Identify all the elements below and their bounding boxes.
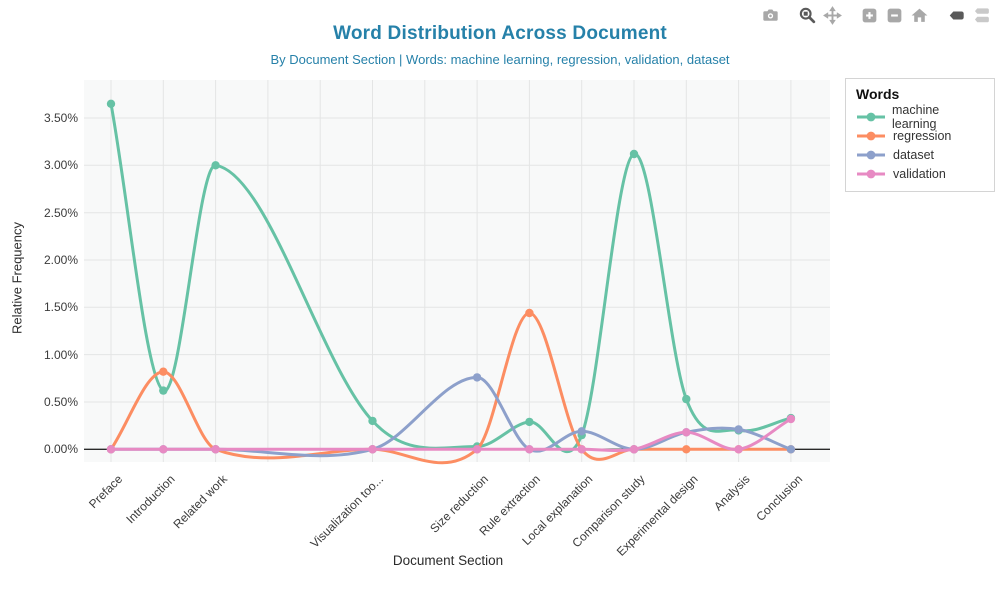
data-point: [368, 445, 377, 454]
y-tick-label: 3.50%: [43, 111, 78, 125]
legend-item-dataset[interactable]: dataset: [856, 145, 984, 164]
data-point: [786, 445, 796, 454]
x-tick-label: Conclusion: [752, 472, 805, 524]
y-tick-label: 3.00%: [43, 158, 78, 173]
legend-item-regression[interactable]: regression: [856, 126, 984, 145]
y-tick-label: 0.00%: [43, 442, 78, 457]
legend-label: machine learning: [892, 102, 940, 131]
data-point: [577, 427, 586, 436]
x-tick-label: Related work: [170, 472, 230, 532]
series-line-validation: [109, 417, 793, 453]
data-point: [211, 161, 220, 170]
data-point: [629, 445, 639, 454]
data-point: [106, 99, 116, 108]
y-tick-label: 0.50%: [43, 394, 78, 409]
legend-title: Words: [856, 86, 900, 102]
data-point: [106, 445, 116, 454]
data-point: [734, 425, 743, 434]
y-axis-title: Relative Frequency: [9, 222, 25, 334]
x-tick-label: Visualization too...: [307, 472, 387, 551]
data-point: [682, 445, 691, 454]
data-point: [629, 149, 639, 159]
data-point: [786, 414, 796, 424]
chart-subtitle: By Document Section | Words: machine lea…: [270, 52, 730, 67]
y-tick-label: 2.50%: [43, 205, 78, 220]
legend-item-machine-learning[interactable]: machine learning: [856, 103, 984, 131]
data-point: [525, 445, 534, 454]
x-tick-label: Introduction: [122, 472, 178, 527]
data-point: [159, 386, 168, 395]
pan-icon[interactable]: [820, 4, 845, 26]
legend-swatch-icon: [857, 112, 885, 121]
hover-compare-icon[interactable]: [969, 4, 994, 26]
zoom-icon[interactable]: [795, 4, 820, 26]
legend-swatch-icon: [857, 131, 885, 140]
data-point: [682, 394, 691, 404]
data-point: [159, 445, 168, 454]
x-axis-title: Document Section: [392, 553, 504, 568]
data-point: [525, 417, 534, 427]
autoscale-home-icon[interactable]: [907, 4, 932, 26]
data-point: [525, 308, 534, 318]
x-tick-label: Analysis: [711, 472, 753, 514]
data-point: [159, 367, 168, 376]
y-tick-label: 1.00%: [43, 347, 78, 362]
data-point: [211, 445, 220, 454]
y-tick-label: 1.50%: [43, 300, 78, 315]
legend-item-validation[interactable]: validation: [856, 164, 984, 183]
series-line-dataset: [109, 375, 793, 458]
series-line-machine-learning: [109, 102, 793, 454]
legend-label: dataset: [893, 147, 935, 162]
legend-swatch-icon: [857, 150, 885, 159]
data-point: [577, 445, 586, 454]
zoom-in-icon[interactable]: [857, 4, 882, 26]
legend-label: validation: [893, 166, 946, 181]
data-point: [472, 373, 482, 382]
hover-closest-icon[interactable]: [944, 4, 969, 26]
legend-swatch-icon: [857, 169, 885, 178]
y-tick-label: 2.00%: [43, 252, 78, 267]
data-point: [368, 416, 377, 426]
legend-label: regression: [893, 128, 952, 143]
legend: Words machine learning regression dataset v…: [845, 78, 995, 192]
zoom-out-icon[interactable]: [882, 4, 907, 26]
plot-area[interactable]: [84, 80, 830, 465]
data-point: [682, 428, 691, 437]
modebar: [746, 4, 994, 26]
data-point: [472, 445, 482, 454]
data-point: [734, 445, 743, 454]
x-tick-label: Preface: [85, 472, 125, 512]
chart-title: Word Distribution Across Document: [333, 23, 667, 44]
camera-icon[interactable]: [758, 4, 783, 26]
